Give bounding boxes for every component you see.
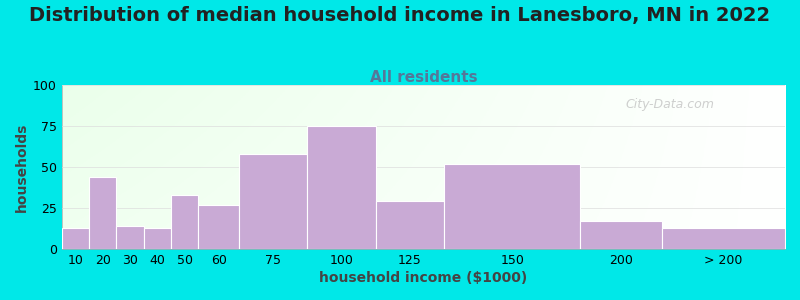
Bar (307, 126, 376, 249)
Bar (89, 177, 117, 249)
Bar (171, 195, 198, 249)
Bar (62, 228, 89, 249)
Bar (198, 205, 239, 249)
Text: Distribution of median household income in Lanesboro, MN in 2022: Distribution of median household income … (30, 6, 770, 25)
Bar (444, 164, 580, 249)
Bar (580, 221, 662, 249)
Bar (144, 228, 171, 249)
Bar (662, 228, 785, 249)
Text: City-Data.com: City-Data.com (626, 98, 714, 111)
Bar (239, 154, 307, 249)
Bar (376, 201, 444, 249)
Y-axis label: households: households (15, 122, 29, 212)
Bar (117, 226, 144, 249)
Title: All residents: All residents (370, 70, 478, 85)
X-axis label: household income ($1000): household income ($1000) (319, 271, 527, 285)
